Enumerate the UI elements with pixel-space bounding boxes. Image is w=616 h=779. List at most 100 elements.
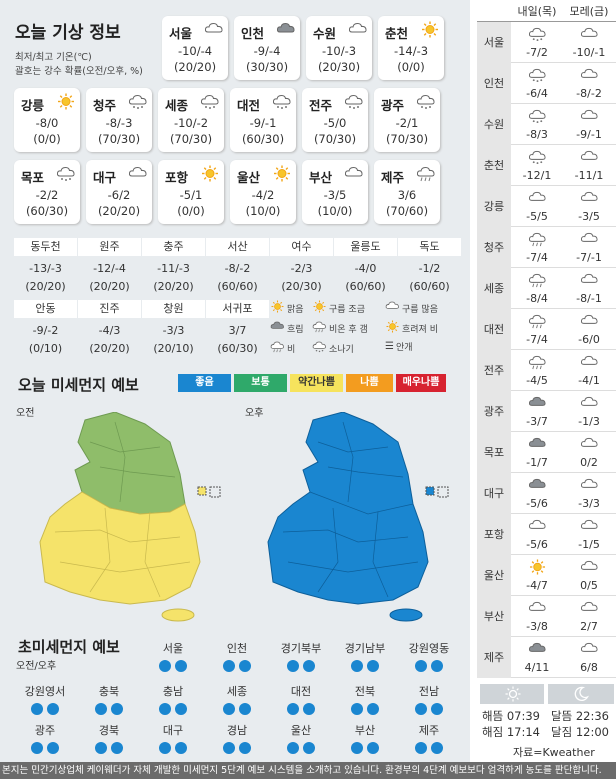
region-name: 인천 bbox=[226, 642, 248, 655]
forecast-tomorrow: -7/2 bbox=[511, 22, 563, 66]
forecast-row: 전주 -4/5 -4/1 bbox=[477, 350, 616, 391]
forecast-city: 대구 bbox=[477, 473, 511, 514]
city-precip: (30/30) bbox=[245, 60, 289, 74]
region-name: 강원영동 bbox=[408, 642, 450, 655]
city-precip: (70/30) bbox=[169, 132, 213, 146]
forecast-tomorrow-temp: -12/1 bbox=[522, 169, 552, 182]
small-city-temp: 3/7 bbox=[228, 324, 247, 337]
forecast-city: 부산 bbox=[477, 596, 511, 637]
small-city-name: 진주 bbox=[78, 300, 141, 318]
forecast-city: 전주 bbox=[477, 350, 511, 391]
forecast-city: 강릉 bbox=[477, 186, 511, 227]
forecast-dayafter-temp: -8/-2 bbox=[576, 87, 602, 100]
forecast-city: 울산 bbox=[477, 555, 511, 596]
sun-icon bbox=[272, 165, 292, 182]
fog-icon: ☰ bbox=[385, 341, 394, 352]
sunset-time: 해짐 17:14 bbox=[482, 725, 540, 739]
forecast-tomorrow-temp: -7/2 bbox=[526, 46, 548, 59]
region-dots bbox=[334, 739, 396, 758]
small-city-precip: (20/20) bbox=[89, 342, 130, 355]
level-good-dot bbox=[431, 742, 443, 754]
tomorrow-header: 내일(목) bbox=[517, 5, 557, 18]
region-dots bbox=[334, 657, 396, 676]
region-name: 서울 bbox=[162, 642, 184, 655]
city-name: 대구 bbox=[93, 170, 117, 185]
level-good-dot bbox=[287, 703, 299, 715]
snow-icon bbox=[344, 93, 364, 110]
small-city-temp: -2/3 bbox=[290, 262, 313, 275]
city-temp: -4/2 bbox=[251, 188, 275, 202]
small-city-temp: -13/-3 bbox=[29, 262, 62, 275]
legend-label: 흐림 bbox=[287, 324, 304, 335]
cloud-icon bbox=[580, 477, 599, 493]
forecast-dayafter: -4/1 bbox=[563, 350, 615, 394]
pm-level-2: 약간나쁨 bbox=[290, 374, 343, 392]
moonset-time: 달짐 12:00 bbox=[551, 725, 609, 739]
small-city-temp: -12/-4 bbox=[93, 262, 126, 275]
city-card: 서울 -10/-4 (20/20) bbox=[162, 16, 228, 80]
cloud-icon bbox=[128, 165, 148, 182]
city-precip: (70/30) bbox=[97, 132, 141, 146]
city-name: 춘천 bbox=[385, 26, 409, 41]
city-temp: -8/-3 bbox=[105, 116, 133, 130]
city-temp: -2/2 bbox=[35, 188, 59, 202]
city-temp: -6/2 bbox=[107, 188, 131, 202]
cloud-icon bbox=[580, 518, 599, 534]
city-temp: 3/6 bbox=[397, 188, 417, 202]
forecast-row: 포항 -5/6 -1/5 bbox=[477, 514, 616, 555]
city-precip: (0/0) bbox=[177, 204, 205, 218]
region-name: 경북 bbox=[98, 724, 120, 737]
small-city-name: 원주 bbox=[78, 238, 141, 256]
forecast-dayafter-temp: -7/-1 bbox=[576, 251, 602, 264]
small-city-name: 서귀포 bbox=[206, 300, 269, 318]
city-precip: (20/30) bbox=[317, 60, 361, 74]
forecast-city: 청주 bbox=[477, 227, 511, 268]
forecast-row: 춘천 -12/1 -11/1 bbox=[477, 145, 616, 186]
snow-icon bbox=[528, 67, 547, 83]
small-city-temp: -4/3 bbox=[98, 324, 121, 337]
level-good-dot bbox=[287, 742, 299, 754]
forecast-tomorrow-temp: -4/7 bbox=[526, 579, 548, 592]
small-city-precip: (20/20) bbox=[153, 280, 194, 293]
city-card: 청주 -8/-3 (70/30) bbox=[86, 88, 152, 152]
forecast-tomorrow: -3/8 bbox=[511, 596, 563, 640]
footer-note: 본지는 민간기상업체 케이웨더가 자체 개발한 미세먼지 5단계 예보 시스템을… bbox=[0, 762, 616, 779]
sun-icon bbox=[270, 300, 285, 316]
city-temp: -3/5 bbox=[323, 188, 347, 202]
forecast-tomorrow: -6/4 bbox=[511, 63, 563, 107]
region-name: 대구 bbox=[162, 724, 184, 737]
legend-item-overcast: 흐림 bbox=[270, 320, 304, 336]
city-card: 강릉 -8/0 (0/0) bbox=[14, 88, 80, 152]
legend-item-partly: 구름 조금 bbox=[312, 300, 365, 316]
cloud-icon bbox=[528, 190, 547, 206]
forecast-tomorrow-temp: -3/8 bbox=[526, 620, 548, 633]
city-name: 전주 bbox=[309, 98, 333, 113]
cloud-icon bbox=[580, 231, 599, 247]
level-good-dot bbox=[303, 660, 315, 672]
region-name: 울산 bbox=[290, 724, 312, 737]
forecast-dayafter-temp: 2/7 bbox=[580, 620, 598, 633]
region-name: 세종 bbox=[226, 685, 248, 698]
small-city-precip: (20/20) bbox=[25, 280, 66, 293]
city-card: 인천 -9/-4 (30/30) bbox=[234, 16, 300, 80]
city-precip: (60/30) bbox=[25, 204, 69, 218]
forecast-tomorrow-temp: -8/4 bbox=[526, 292, 548, 305]
forecast-dayafter: -9/-1 bbox=[563, 104, 615, 148]
city-name: 수원 bbox=[313, 26, 337, 41]
cloud-dark-icon bbox=[528, 436, 547, 452]
pm-level-0: 좋음 bbox=[178, 374, 231, 392]
moon-box bbox=[548, 684, 614, 704]
am-pm10-map bbox=[39, 412, 221, 622]
region-name: 강원영서 bbox=[24, 685, 66, 698]
forecast-tomorrow: -4/7 bbox=[511, 555, 563, 599]
city-precip: (70/30) bbox=[313, 132, 357, 146]
cloud-icon bbox=[580, 67, 599, 83]
snow-icon bbox=[272, 93, 292, 110]
forecast-row: 청주 -7/4 -7/-1 bbox=[477, 227, 616, 268]
region-dots bbox=[142, 657, 204, 676]
small-city-precip: (60/60) bbox=[409, 280, 450, 293]
rain-icon bbox=[528, 272, 547, 288]
small-city-temp: -9/-2 bbox=[32, 324, 59, 337]
city-name: 광주 bbox=[381, 98, 405, 113]
cloud-dark-icon bbox=[270, 320, 285, 336]
